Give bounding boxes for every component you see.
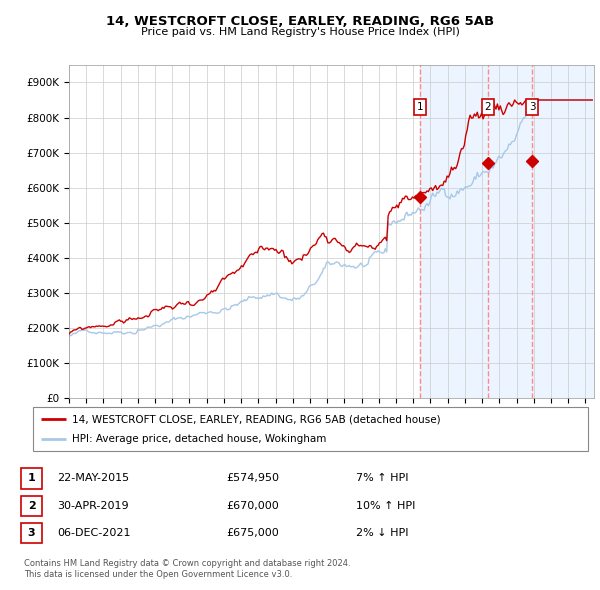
Text: 2: 2 [484,102,491,112]
Text: 7% ↑ HPI: 7% ↑ HPI [356,474,409,483]
Text: 2: 2 [28,501,35,511]
Text: 1: 1 [416,102,423,112]
Text: 2% ↓ HPI: 2% ↓ HPI [356,529,409,538]
FancyBboxPatch shape [33,407,588,451]
Text: 10% ↑ HPI: 10% ↑ HPI [356,501,416,511]
Bar [420,65,600,398]
Text: 14, WESTCROFT CLOSE, EARLEY, READING, RG6 5AB: 14, WESTCROFT CLOSE, EARLEY, READING, RG… [106,15,494,28]
Text: 30-APR-2019: 30-APR-2019 [58,501,129,511]
FancyBboxPatch shape [21,468,42,489]
Text: 22-MAY-2015: 22-MAY-2015 [58,474,130,483]
Text: Contains HM Land Registry data © Crown copyright and database right 2024.: Contains HM Land Registry data © Crown c… [24,559,350,568]
Text: 3: 3 [28,529,35,538]
Text: 06-DEC-2021: 06-DEC-2021 [58,529,131,538]
FancyBboxPatch shape [21,523,42,543]
Text: Price paid vs. HM Land Registry's House Price Index (HPI): Price paid vs. HM Land Registry's House … [140,27,460,37]
Text: This data is licensed under the Open Government Licence v3.0.: This data is licensed under the Open Gov… [24,570,292,579]
FancyBboxPatch shape [21,496,42,516]
Text: £574,950: £574,950 [227,474,280,483]
Text: 3: 3 [529,102,536,112]
Text: 1: 1 [28,474,35,483]
Text: £670,000: £670,000 [227,501,280,511]
Text: HPI: Average price, detached house, Wokingham: HPI: Average price, detached house, Woki… [72,434,326,444]
Text: £675,000: £675,000 [227,529,280,538]
Text: 14, WESTCROFT CLOSE, EARLEY, READING, RG6 5AB (detached house): 14, WESTCROFT CLOSE, EARLEY, READING, RG… [72,414,440,424]
